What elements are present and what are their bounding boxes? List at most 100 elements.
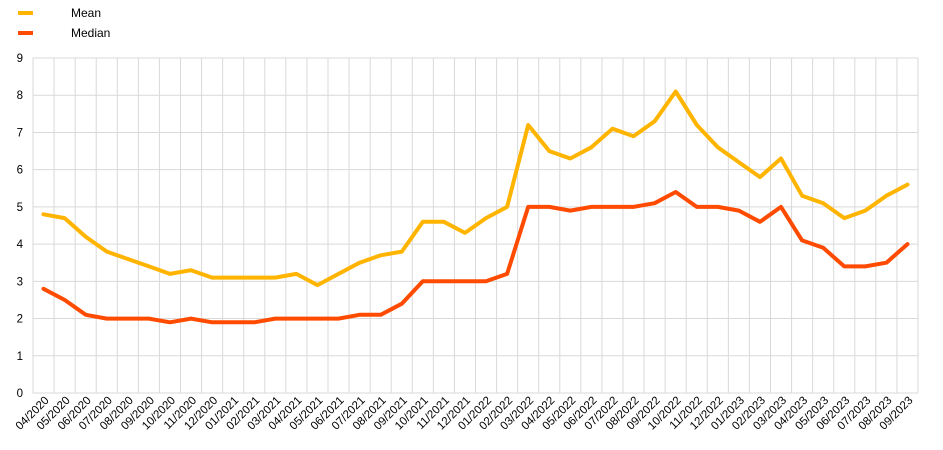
data-point-mean <box>400 250 404 254</box>
data-point-mean <box>63 216 67 220</box>
data-point-median <box>863 264 867 268</box>
data-point-median <box>421 279 425 283</box>
data-point-mean <box>610 127 614 131</box>
data-point-median <box>358 313 362 317</box>
legend-label-mean: Mean <box>71 6 102 20</box>
y-tick-label: 2 <box>17 314 23 326</box>
y-tick-label: 6 <box>17 165 23 177</box>
data-point-mean <box>905 183 909 187</box>
data-point-median <box>547 205 551 209</box>
data-point-median <box>484 279 488 283</box>
data-point-mean <box>273 276 277 280</box>
legend-swatch-median <box>18 31 33 35</box>
data-point-mean <box>84 235 88 239</box>
data-point-median <box>315 317 319 321</box>
data-point-mean <box>42 212 46 216</box>
data-point-mean <box>568 157 572 160</box>
data-point-mean <box>379 253 383 257</box>
data-point-mean <box>674 90 678 93</box>
data-point-median <box>610 205 614 209</box>
data-point-median <box>379 313 383 317</box>
data-point-mean <box>231 276 235 280</box>
data-point-mean <box>589 145 593 149</box>
data-point-median <box>821 246 825 250</box>
data-point-mean <box>695 123 699 127</box>
data-point-mean <box>653 119 657 123</box>
y-tick-label: 4 <box>17 239 24 251</box>
legend-swatch-mean <box>18 11 33 15</box>
data-point-median <box>84 313 88 317</box>
data-point-mean <box>716 145 720 149</box>
data-point-median <box>674 190 678 194</box>
y-tick-label: 3 <box>17 276 23 288</box>
data-point-mean <box>421 220 425 224</box>
data-point-mean <box>821 201 825 205</box>
data-point-mean <box>842 216 846 220</box>
data-point-mean <box>252 276 256 280</box>
data-point-median <box>210 320 214 324</box>
y-tick-label: 9 <box>17 53 23 65</box>
data-point-median <box>589 205 593 209</box>
data-point-mean <box>147 264 151 268</box>
data-point-median <box>884 261 888 265</box>
data-point-median <box>632 205 636 209</box>
data-point-median <box>779 205 783 209</box>
data-point-mean <box>337 272 341 276</box>
data-point-mean <box>442 220 446 224</box>
data-point-median <box>168 320 172 324</box>
data-point-median <box>526 205 530 209</box>
data-point-mean <box>505 205 509 209</box>
data-point-mean <box>884 194 888 198</box>
legend-item-median: Median <box>18 23 110 43</box>
data-point-median <box>231 320 235 324</box>
data-point-median <box>105 317 109 321</box>
data-point-median <box>63 298 67 302</box>
legend-label-median: Median <box>71 26 111 40</box>
data-point-median <box>189 317 193 321</box>
data-point-median <box>737 209 741 213</box>
data-point-median <box>294 317 298 321</box>
data-point-median <box>252 320 256 324</box>
y-tick-label: 8 <box>17 90 23 102</box>
data-point-mean <box>315 283 319 287</box>
data-point-median <box>147 317 151 321</box>
data-point-median <box>505 272 509 276</box>
data-point-mean <box>126 257 130 261</box>
data-point-mean <box>758 175 762 179</box>
data-point-median <box>568 209 572 213</box>
data-point-mean <box>547 149 551 153</box>
data-point-median <box>463 279 467 283</box>
data-point-median <box>273 317 277 321</box>
series-line-median <box>41 190 910 325</box>
y-tick-label: 0 <box>17 388 23 400</box>
data-point-mean <box>294 272 298 276</box>
data-point-mean <box>863 209 867 213</box>
data-point-mean <box>463 231 467 235</box>
data-point-median <box>653 201 657 205</box>
series-line-mean <box>41 89 910 288</box>
chart-legend: Mean Median <box>18 3 110 43</box>
data-point-median <box>442 279 446 283</box>
y-tick-label: 1 <box>17 351 23 363</box>
data-point-mean <box>800 194 804 198</box>
data-point-median <box>800 238 804 242</box>
data-point-median <box>905 242 909 246</box>
data-point-median <box>400 302 404 306</box>
data-point-median <box>758 220 762 224</box>
data-point-mean <box>105 250 109 254</box>
data-point-mean <box>632 134 636 138</box>
data-point-mean <box>168 272 172 276</box>
data-point-median <box>42 287 46 291</box>
data-point-mean <box>358 261 362 265</box>
data-point-mean <box>737 160 741 164</box>
data-point-mean <box>779 157 783 160</box>
data-point-median <box>337 317 341 321</box>
data-point-mean <box>189 268 193 272</box>
data-point-median <box>695 205 699 209</box>
y-tick-label: 7 <box>17 127 23 139</box>
data-point-median <box>842 264 846 268</box>
data-point-mean <box>210 276 214 280</box>
data-point-mean <box>484 216 488 220</box>
data-point-median <box>126 317 130 321</box>
